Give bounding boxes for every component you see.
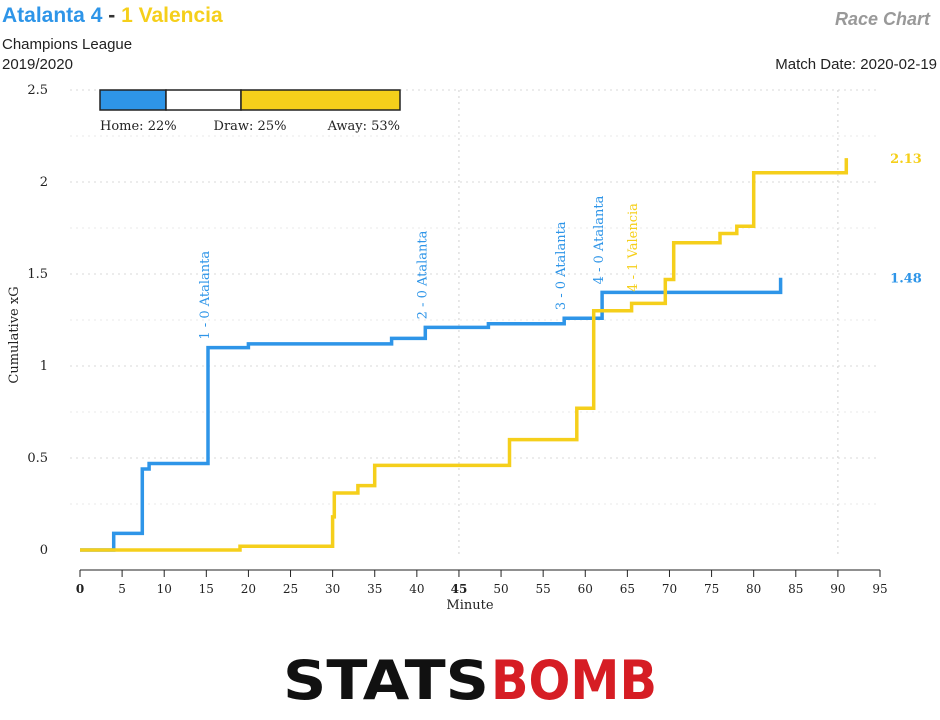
x-tick-label: 5 bbox=[118, 582, 126, 596]
x-tick-label: 70 bbox=[662, 582, 677, 596]
away-win-bar bbox=[240, 89, 401, 111]
x-tick-label: 90 bbox=[830, 582, 845, 596]
statsbomb-logo: STATS BOMB bbox=[283, 652, 657, 704]
svg-text:BOMB: BOMB bbox=[491, 652, 657, 704]
home-team-name: Atalanta bbox=[2, 4, 85, 27]
x-tick-label: 30 bbox=[325, 582, 340, 596]
x-tick-label: 65 bbox=[620, 582, 635, 596]
away-final-xg: 2.13 bbox=[890, 152, 922, 167]
x-tick-label: 40 bbox=[409, 582, 424, 596]
home-final-xg: 1.48 bbox=[890, 272, 922, 287]
match-date: Match Date: 2020-02-19 bbox=[775, 56, 937, 73]
x-tick-label: 85 bbox=[788, 582, 803, 596]
goal-annotation: 3 - 0 Atalanta bbox=[554, 221, 569, 310]
draw-bar bbox=[165, 89, 242, 111]
x-tick-label: 50 bbox=[493, 582, 508, 596]
x-tick-label: 60 bbox=[578, 582, 593, 596]
x-tick-label: 15 bbox=[199, 582, 214, 596]
away-score: 1 bbox=[121, 4, 133, 27]
y-tick-label: 1 bbox=[40, 359, 48, 374]
x-tick-label: 55 bbox=[536, 582, 551, 596]
x-axis-label: Minute bbox=[446, 598, 493, 613]
home-win-label: Home: 22% bbox=[100, 119, 177, 134]
race-chart: 0 0.5 1 1.5 2 2.5 0 5 10 15 20 25 30 35 40 45 50 55 60 65 70… bbox=[7, 83, 922, 613]
goal-annotation: 2 - 0 Atalanta bbox=[415, 230, 430, 319]
x-tick-label: 45 bbox=[451, 582, 468, 596]
draw-label: Draw: 25% bbox=[214, 119, 287, 134]
x-tick-label: 80 bbox=[746, 582, 761, 596]
y-tick-label: 0.5 bbox=[27, 451, 48, 466]
home-win-bar bbox=[99, 89, 167, 111]
chart-name: Race Chart bbox=[834, 9, 930, 29]
y-axis-label: Cumulative xG bbox=[7, 286, 22, 383]
x-tick-label: 75 bbox=[704, 582, 719, 596]
x-tick-label: 25 bbox=[283, 582, 298, 596]
home-xg-line bbox=[80, 277, 783, 552]
y-tick-label: 0 bbox=[40, 543, 48, 558]
y-tick-label: 2.5 bbox=[27, 83, 48, 98]
score-separator: - bbox=[108, 4, 116, 27]
season-label: 2019/2020 bbox=[2, 56, 73, 73]
x-tick-label: 10 bbox=[157, 582, 172, 596]
y-tick-label: 1.5 bbox=[27, 267, 48, 282]
svg-text:STATS: STATS bbox=[283, 652, 489, 704]
away-team-name: Valencia bbox=[138, 4, 223, 27]
away-xg-line bbox=[80, 158, 849, 552]
x-tick-label: 35 bbox=[367, 582, 382, 596]
x-tick-label: 0 bbox=[76, 582, 84, 596]
home-score: 4 bbox=[90, 4, 103, 27]
goal-annotation: 4 - 0 Atalanta bbox=[592, 195, 607, 284]
goal-annotation: 4 - 1 Valencia bbox=[626, 203, 641, 292]
y-tick-label: 2 bbox=[40, 175, 48, 190]
match-title: Atalanta 4 - 1 Valencia bbox=[2, 4, 223, 28]
x-tick-label: 95 bbox=[872, 582, 887, 596]
x-tick-label: 20 bbox=[241, 582, 256, 596]
competition-name: Champions League bbox=[2, 36, 133, 53]
goal-annotation: 1 - 0 Atalanta bbox=[198, 251, 213, 340]
away-win-label: Away: 53% bbox=[327, 119, 400, 134]
